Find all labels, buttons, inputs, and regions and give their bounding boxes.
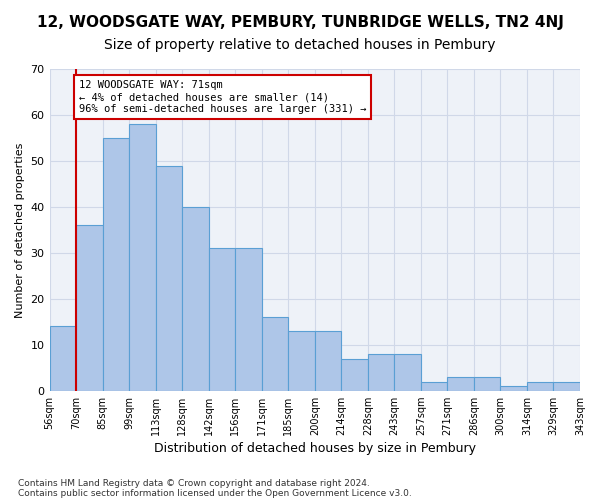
Text: Contains HM Land Registry data © Crown copyright and database right 2024.: Contains HM Land Registry data © Crown c… (18, 478, 370, 488)
Bar (341, 358, 368, 390)
Bar (182, 207, 209, 390)
Y-axis label: Number of detached properties: Number of detached properties (15, 142, 25, 318)
Bar (209, 248, 235, 390)
X-axis label: Distribution of detached houses by size in Pembury: Distribution of detached houses by size … (154, 442, 476, 455)
Text: Contains public sector information licensed under the Open Government Licence v3: Contains public sector information licen… (18, 488, 412, 498)
Bar (368, 354, 394, 391)
Bar (394, 354, 421, 391)
Bar (103, 138, 129, 390)
Bar (235, 248, 262, 390)
Bar (129, 124, 155, 390)
Bar (315, 331, 341, 390)
Bar (76, 226, 103, 390)
Bar (553, 382, 580, 390)
Bar (500, 386, 527, 390)
Bar (155, 166, 182, 390)
Bar (50, 326, 76, 390)
Text: 12 WOODSGATE WAY: 71sqm
← 4% of detached houses are smaller (14)
96% of semi-det: 12 WOODSGATE WAY: 71sqm ← 4% of detached… (79, 80, 366, 114)
Bar (527, 382, 553, 390)
Bar (288, 331, 315, 390)
Text: Size of property relative to detached houses in Pembury: Size of property relative to detached ho… (104, 38, 496, 52)
Bar (262, 317, 288, 390)
Bar (474, 377, 500, 390)
Bar (421, 382, 448, 390)
Text: 12, WOODSGATE WAY, PEMBURY, TUNBRIDGE WELLS, TN2 4NJ: 12, WOODSGATE WAY, PEMBURY, TUNBRIDGE WE… (37, 15, 563, 30)
Bar (448, 377, 474, 390)
